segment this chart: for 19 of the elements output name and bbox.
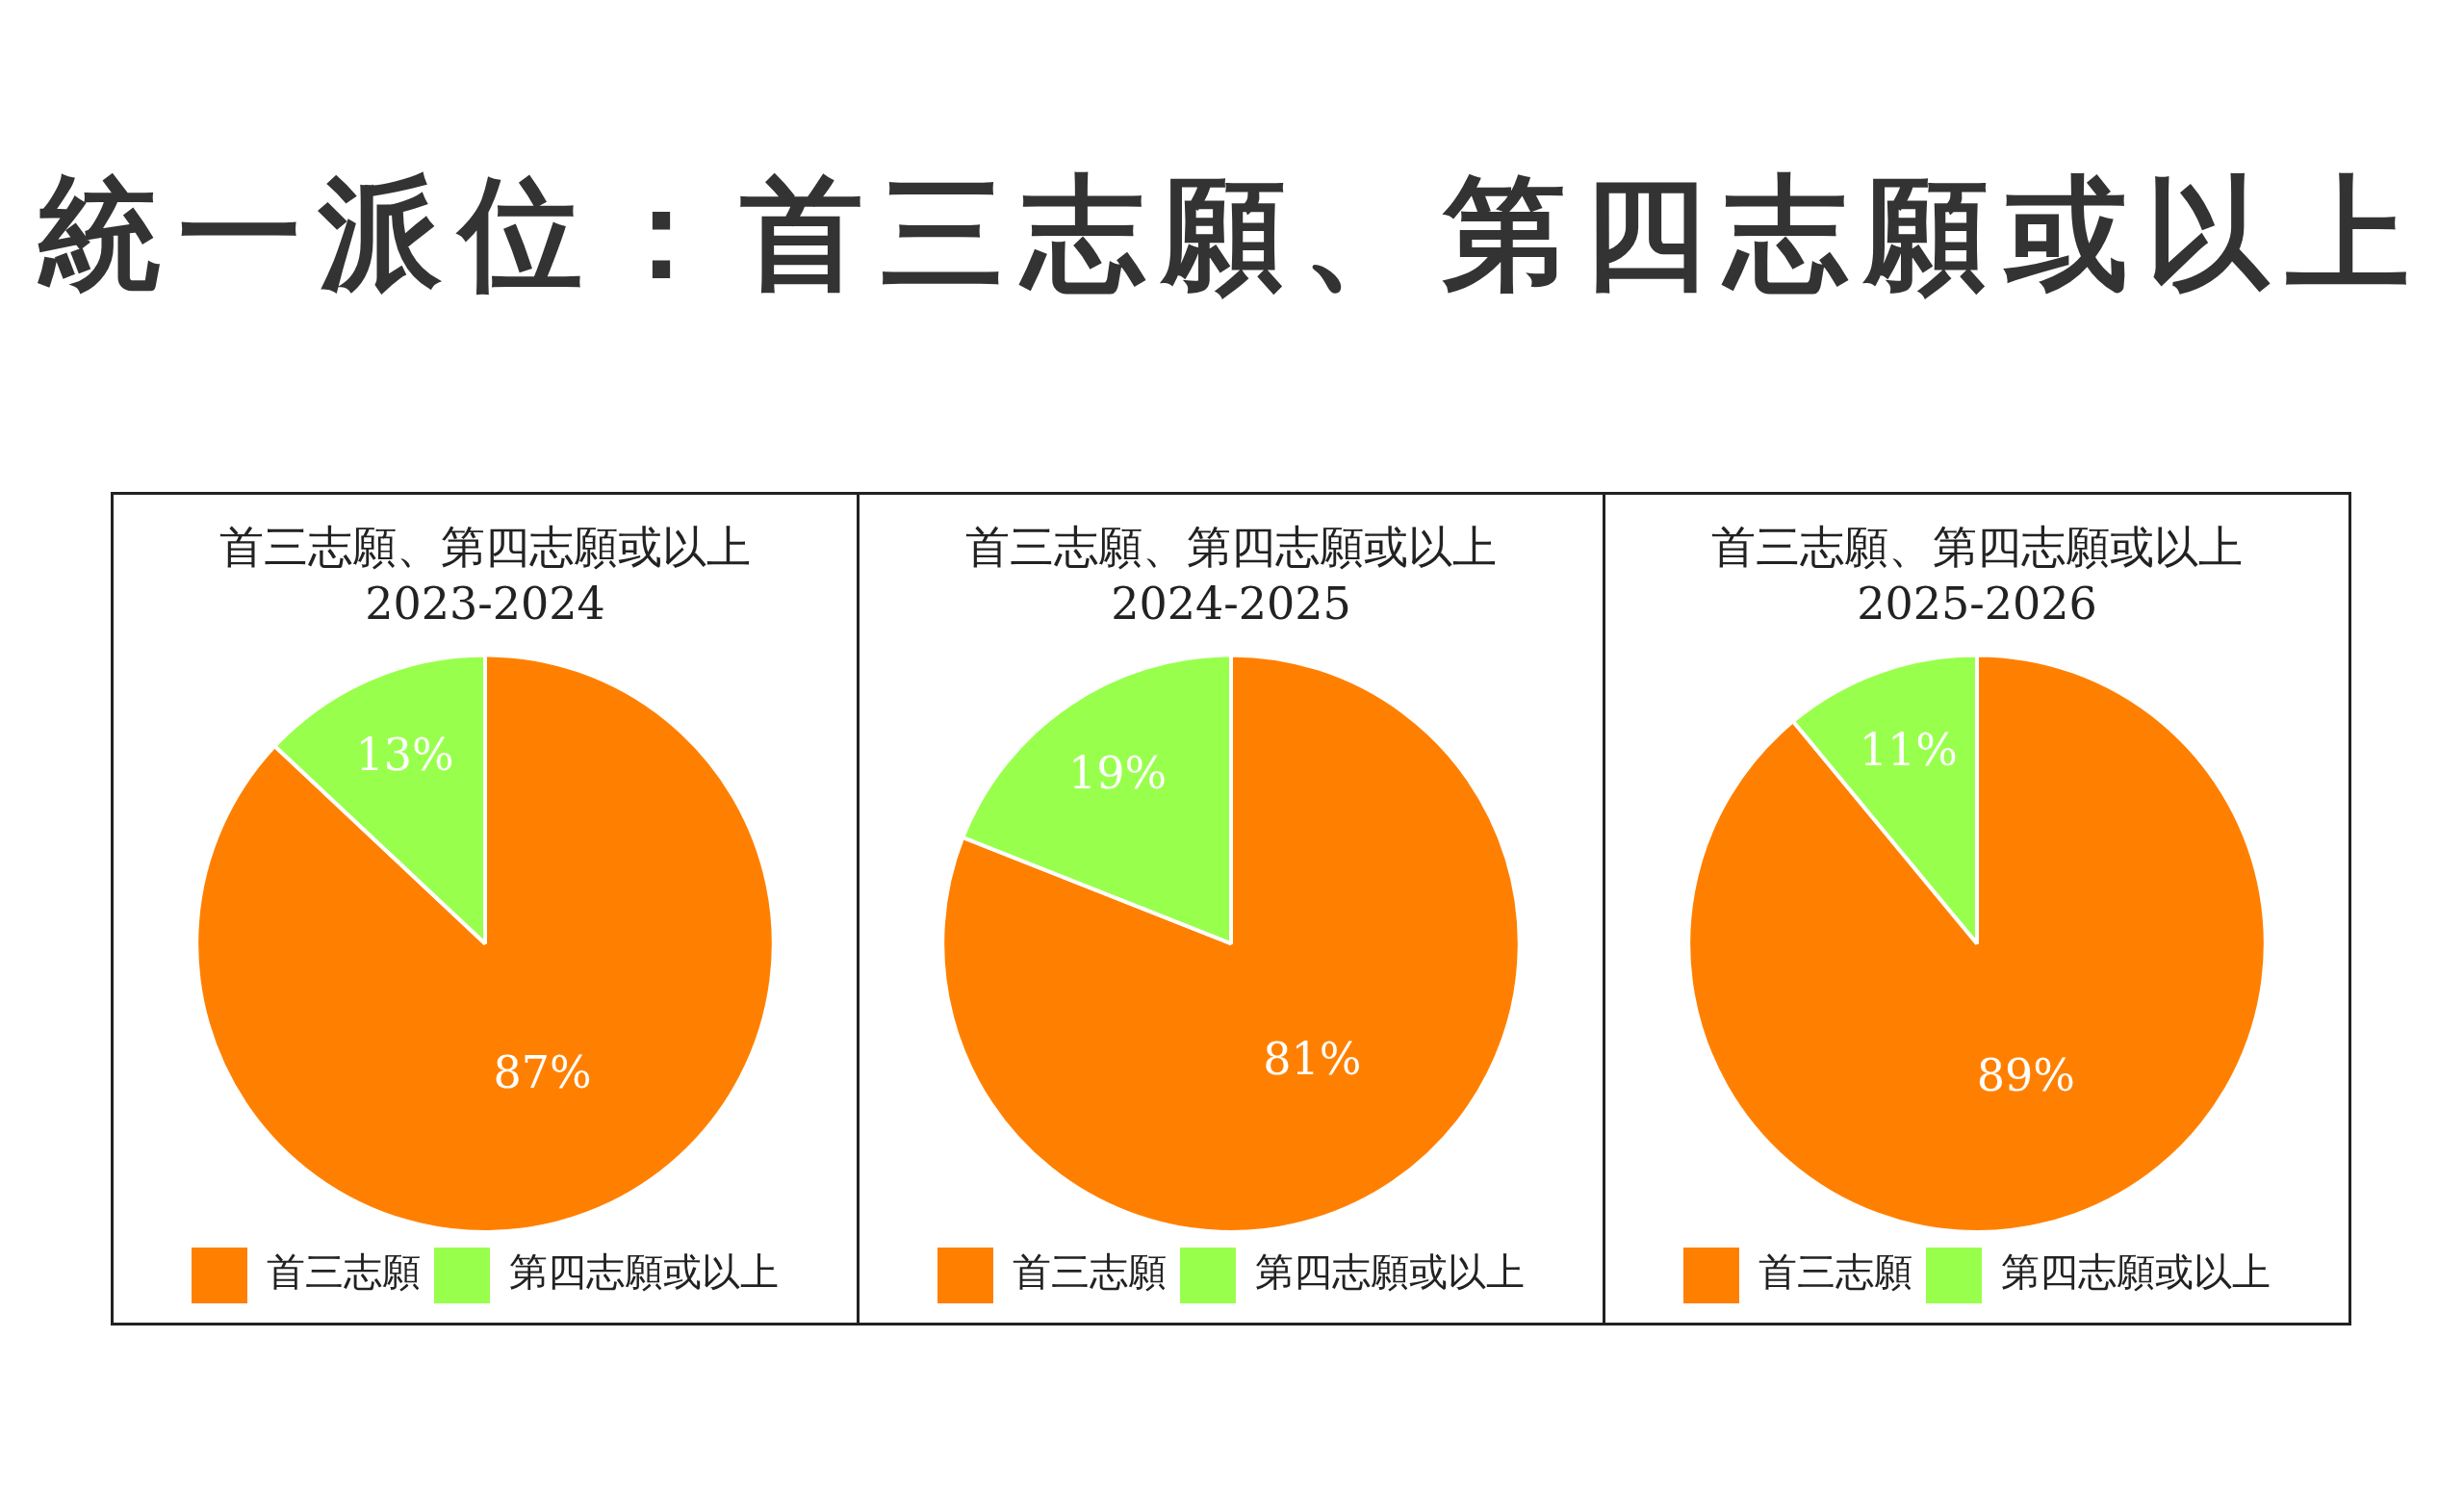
chart-subtitle: 2023-2024 bbox=[364, 577, 605, 630]
data-label: 89% bbox=[1976, 1049, 2075, 1102]
legend-label: 第四志願或以上 bbox=[1254, 1249, 1525, 1295]
data-label: 19% bbox=[1067, 746, 1167, 799]
data-label: 81% bbox=[1262, 1033, 1361, 1086]
legend-label: 第四志願或以上 bbox=[508, 1249, 779, 1295]
legend-label: 首三志願 bbox=[1758, 1249, 1912, 1295]
legend-label: 第四志願或以上 bbox=[2000, 1249, 2271, 1295]
data-label: 11% bbox=[1859, 723, 1958, 776]
legend-label: 首三志願 bbox=[1012, 1249, 1167, 1295]
chart-subtitle: 2025-2026 bbox=[1856, 577, 2097, 630]
data-label: 13% bbox=[355, 728, 454, 781]
data-label: 87% bbox=[492, 1045, 592, 1098]
legend-label: 首三志願 bbox=[266, 1249, 421, 1295]
chart-title: 首三志願、第四志願或以上 bbox=[1710, 520, 2243, 573]
text: 統一派位：首三志願、第四志願或以上 bbox=[38, 161, 2426, 305]
chart-subtitle: 2024-2025 bbox=[1110, 577, 1351, 630]
chart-title: 首三志願、第四志願或以上 bbox=[964, 520, 1497, 573]
chart-title: 首三志願、第四志願或以上 bbox=[218, 520, 751, 573]
